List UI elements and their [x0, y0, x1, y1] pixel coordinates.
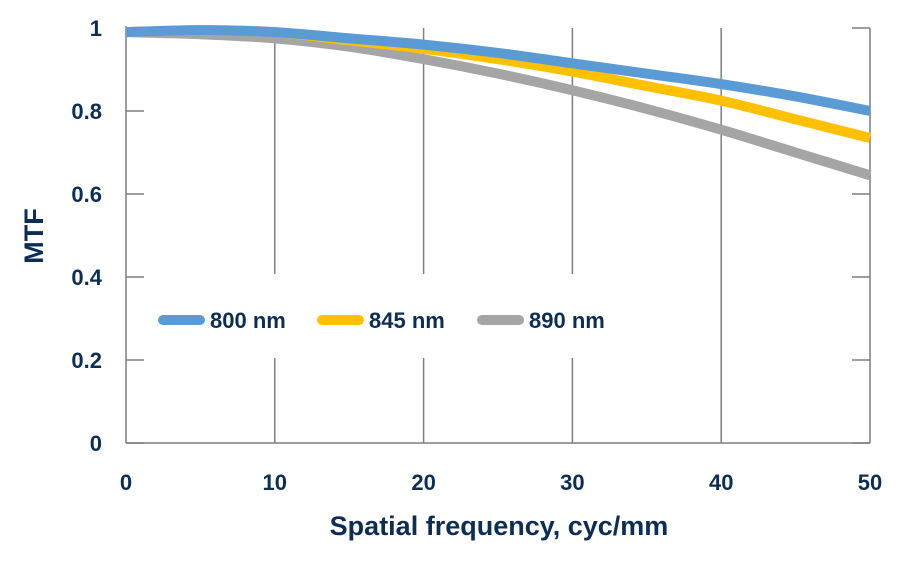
y-tick-label: 0.6 [71, 182, 102, 207]
x-tick-label: 30 [560, 470, 584, 495]
series-line-845-nm [125, 25, 872, 143]
legend: 800 nm 845 nm 890 nm [148, 274, 638, 358]
y-tick-label: 0.2 [71, 348, 102, 373]
series-line-890-nm [125, 27, 872, 181]
x-tick-label: 50 [858, 470, 882, 495]
y-tick-label: 0.4 [71, 265, 102, 290]
series-lines [125, 25, 872, 181]
legend-label: 845 nm [369, 308, 445, 333]
axes: 0 10 20 30 40 50 0 0.2 0.4 0.6 0.8 1 [71, 16, 882, 495]
x-tick-label: 0 [120, 470, 132, 495]
x-tick-label: 10 [263, 470, 287, 495]
legend-label: 800 nm [210, 308, 286, 333]
y-tick-label: 1 [90, 16, 102, 41]
legend-label: 890 nm [529, 308, 605, 333]
x-tick-label: 20 [411, 470, 435, 495]
legend-background [148, 274, 638, 358]
x-axis-title: Spatial frequency, cyc/mm [330, 511, 669, 541]
y-axis-title: MTF [19, 208, 49, 263]
series-line-800-nm [125, 25, 871, 116]
y-tick-label: 0 [90, 431, 102, 456]
x-tick-label: 40 [709, 470, 733, 495]
y-tick-label: 0.8 [71, 99, 102, 124]
